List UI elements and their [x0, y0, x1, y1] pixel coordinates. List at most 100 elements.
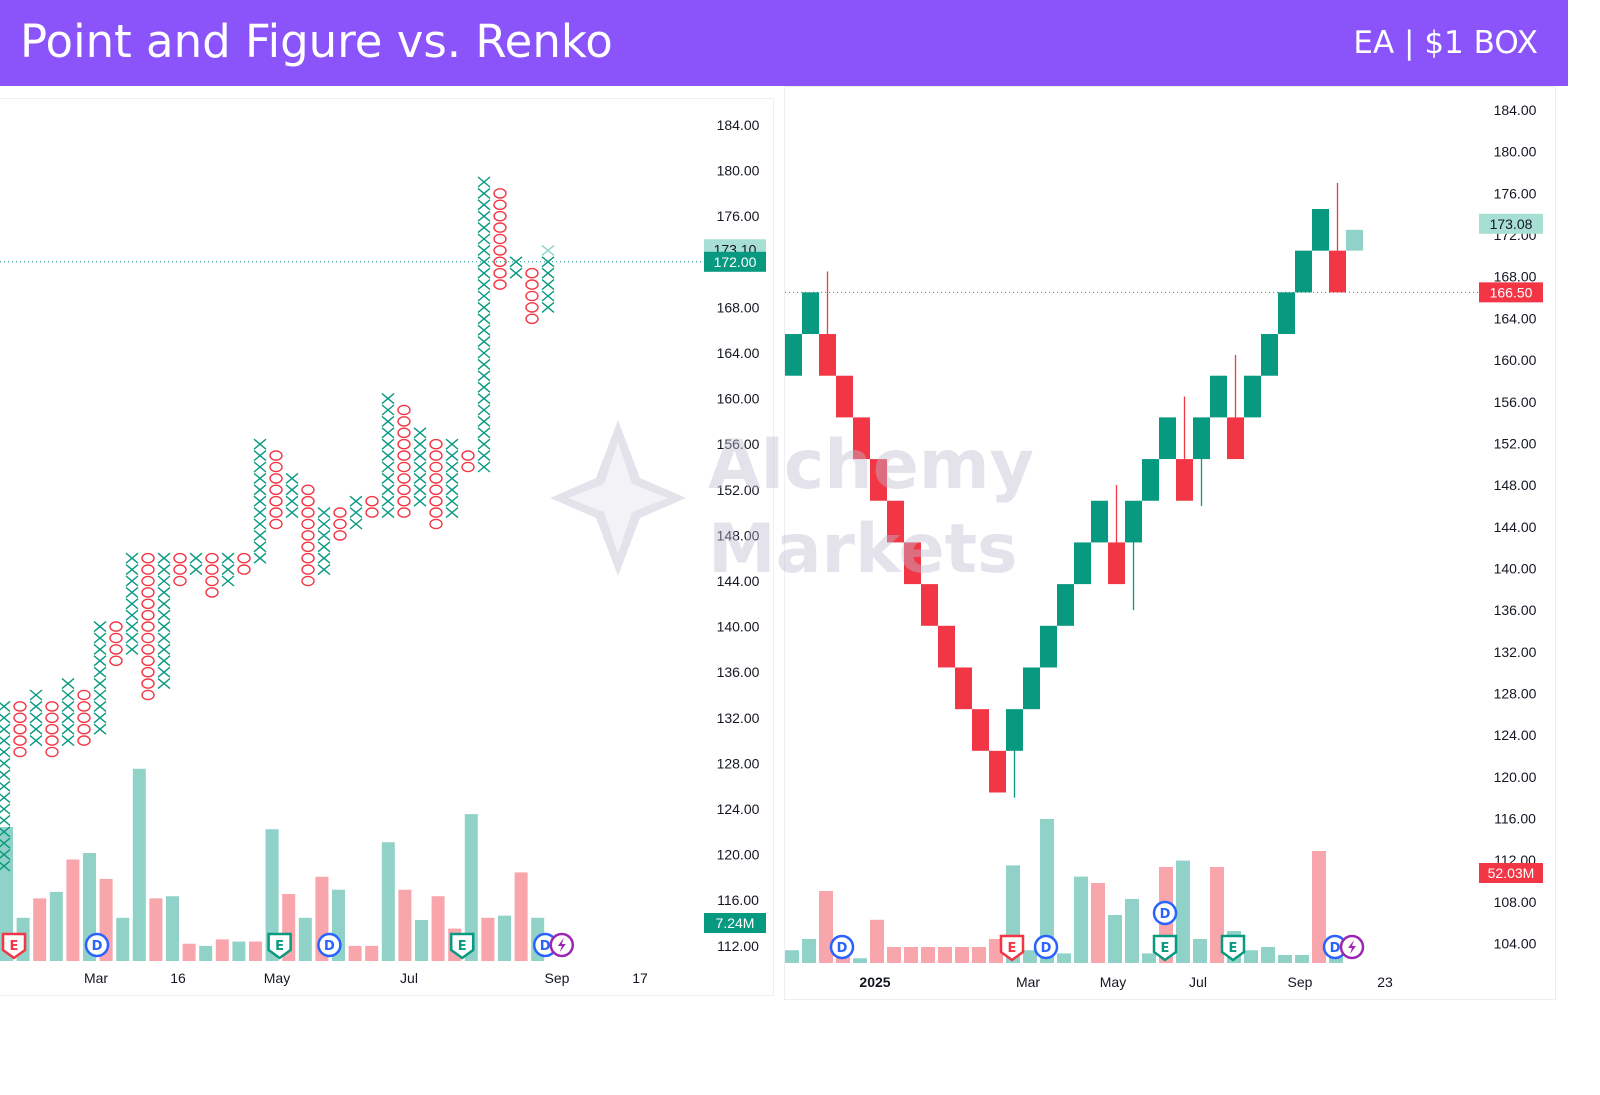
volume-bar — [1142, 953, 1156, 963]
o-column — [365, 495, 379, 518]
volume-bar — [215, 939, 229, 961]
renko-brick — [1006, 709, 1023, 751]
volume-tag: 52.03M — [1479, 863, 1543, 883]
o-column — [13, 701, 27, 758]
y-axis-tick-label: 148.00 — [717, 527, 760, 543]
o-column — [397, 404, 411, 518]
x-axis-tick-label: 17 — [632, 970, 648, 986]
o-column — [301, 484, 315, 587]
dividend-event-icon: D — [1152, 900, 1178, 926]
svg-text:E: E — [10, 939, 19, 954]
renko-brick — [1295, 250, 1312, 293]
y-axis-tick-label: 156.00 — [1494, 394, 1537, 410]
volume-bar — [182, 943, 196, 961]
renko-brick — [836, 375, 853, 418]
renko-brick — [1074, 542, 1091, 585]
x-axis-tick-label: Jul — [1189, 974, 1207, 990]
x-column — [93, 621, 107, 735]
x-column — [157, 552, 171, 690]
volume-bar — [1244, 950, 1258, 963]
volume-bar — [955, 947, 969, 963]
renko-brick — [1023, 667, 1040, 710]
volume-bar — [785, 950, 799, 963]
volume-bar — [431, 896, 445, 961]
o-column — [205, 552, 219, 598]
volume-bar — [1023, 950, 1037, 963]
renko-brick — [1227, 417, 1244, 460]
o-column — [109, 621, 123, 667]
earnings-event-icon: E — [449, 932, 475, 960]
svg-text:D: D — [1041, 941, 1052, 956]
page-title: Point and Figure vs. Renko — [20, 15, 613, 68]
volume-bar — [33, 898, 47, 961]
y-axis-tick-label: 152.00 — [717, 482, 760, 498]
y-axis-tick-label: 136.00 — [1494, 602, 1537, 618]
volume-bar — [348, 945, 362, 961]
y-axis-tick-label: 136.00 — [717, 664, 760, 680]
renko-brick — [1244, 375, 1261, 418]
volume-bar — [149, 898, 163, 961]
o-column — [45, 701, 59, 758]
y-axis-tick-label: 120.00 — [717, 847, 760, 863]
earnings-event-icon: E — [999, 934, 1025, 962]
y-axis-tick-label: 168.00 — [717, 299, 760, 315]
x-axis-tick-label: 2025 — [859, 974, 890, 990]
renko-brick — [1278, 292, 1295, 335]
renko-brick — [1261, 334, 1278, 376]
volume-bar — [166, 896, 179, 961]
x-column — [61, 678, 75, 747]
volume-bar — [1057, 953, 1071, 963]
renko-brick — [853, 417, 870, 460]
point-and-figure-chart[interactable]: 184.00 180.00 176.00 172.00 168.00 164.00 160.… — [0, 99, 774, 997]
svg-text:D: D — [92, 939, 103, 954]
y-axis-tick-label: 140.00 — [1494, 560, 1537, 576]
volume-bar — [887, 947, 901, 963]
y-axis-tick-label: 164.00 — [1494, 310, 1537, 326]
y-axis-tick-label: 148.00 — [1494, 477, 1537, 493]
renko-brick — [955, 667, 972, 710]
y-axis-tick-label: 180.00 — [717, 163, 760, 179]
renko-brick — [1108, 542, 1125, 585]
x-column — [541, 256, 555, 313]
volume-tag: 7.24M — [704, 913, 766, 933]
x-axis-tick-label: May — [264, 970, 290, 986]
volume-bar — [199, 945, 213, 961]
volume-bar — [1261, 947, 1275, 963]
volume-bar — [49, 891, 63, 961]
renko-brick — [870, 459, 887, 501]
renko-chart[interactable]: 184.00180.00176.00172.00168.00164.00160.… — [785, 87, 1557, 1001]
volume-bar — [298, 917, 312, 961]
y-axis-tick-label: 180.00 — [1494, 144, 1537, 160]
volume-bar — [481, 917, 495, 961]
dividend-event-icon: D — [84, 932, 110, 958]
o-column — [141, 552, 155, 701]
svg-text:E: E — [458, 939, 467, 954]
y-axis-tick-label: 144.00 — [717, 573, 760, 589]
x-axis-tick-label: Mar — [1016, 974, 1040, 990]
y-axis-tick-label: 160.00 — [1494, 352, 1537, 368]
o-column — [429, 438, 443, 530]
y-axis-tick-label: 108.00 — [1494, 894, 1537, 910]
dividend-event-icon: D — [317, 932, 342, 958]
volume-bar — [1074, 876, 1088, 963]
volume-bar — [116, 917, 130, 961]
y-axis-tick-label: 164.00 — [717, 345, 760, 361]
renko-brick — [887, 500, 904, 543]
renko-brick — [904, 542, 921, 585]
y-axis-tick-label: 160.00 — [717, 391, 760, 407]
y-axis-tick-label: 176.00 — [1494, 185, 1537, 201]
volume-bar — [514, 872, 528, 961]
renko-brick — [972, 709, 989, 751]
volume-bar — [132, 768, 146, 961]
volume-bar — [249, 941, 262, 961]
volume-bar — [1108, 915, 1122, 963]
y-axis-tick-label: 132.00 — [1494, 644, 1537, 660]
volume-bar — [1312, 851, 1326, 963]
x-axis-tick-label: Mar — [84, 970, 108, 986]
volume-bar — [802, 939, 816, 963]
dividend-event-icon: D — [1322, 934, 1348, 960]
svg-text:E: E — [1229, 941, 1238, 956]
earnings-event-icon: E — [1152, 934, 1178, 962]
dividend-event-icon: D — [829, 934, 855, 960]
y-axis-tick-label: 116.00 — [717, 892, 759, 908]
